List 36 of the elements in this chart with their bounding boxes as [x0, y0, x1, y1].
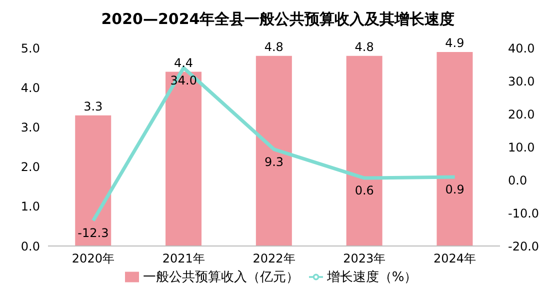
data-label: -12.3	[78, 226, 109, 240]
y-tick-label: 5.0	[20, 41, 40, 56]
x-tick-label: 2022年	[252, 252, 296, 266]
y2-tick-label: 40.0	[508, 41, 535, 56]
y2-tick-label: 10.0	[508, 140, 535, 154]
bar	[166, 72, 202, 246]
y-tick-label: 0.0	[20, 239, 40, 254]
data-label: 3.3	[84, 99, 103, 114]
x-tick-label: 2021年	[162, 252, 205, 266]
data-label: 34.0	[170, 73, 197, 88]
bar	[346, 56, 382, 246]
y-tick-label: 3.0	[20, 120, 40, 134]
y2-tick-label: -10.0	[508, 206, 540, 220]
legend-label: 增长速度（%）	[326, 270, 418, 285]
data-label: 0.9	[445, 182, 464, 197]
y2-tick-label: -20.0	[508, 239, 540, 254]
x-tick-label: 2024年	[434, 252, 476, 266]
legend-label: 一般公共预算收入（亿元）	[142, 270, 299, 285]
data-label: 4.4	[174, 56, 194, 70]
chart-title: 2020—2024年全县一般公共预算收入及其增长速度	[100, 9, 456, 30]
y2-tick-label: 30.0	[508, 74, 535, 88]
x-tick-label: 2020年	[72, 252, 114, 266]
data-label: 0.6	[354, 184, 374, 198]
data-label: 4.8	[354, 40, 374, 54]
y-tick-label: 1.0	[20, 200, 40, 214]
data-label: 4.9	[445, 36, 464, 50]
y-tick-label: 4.0	[20, 80, 40, 95]
bar	[436, 52, 473, 246]
data-label: 4.8	[264, 40, 284, 54]
data-label: 9.3	[264, 154, 284, 169]
bar	[256, 56, 292, 246]
bar	[75, 115, 112, 246]
x-tick-label: 2023年	[343, 252, 386, 266]
y2-tick-label: 20.0	[508, 107, 535, 122]
y2-tick-label: 0.0	[508, 173, 528, 188]
y-tick-label: 2.0	[20, 160, 40, 174]
